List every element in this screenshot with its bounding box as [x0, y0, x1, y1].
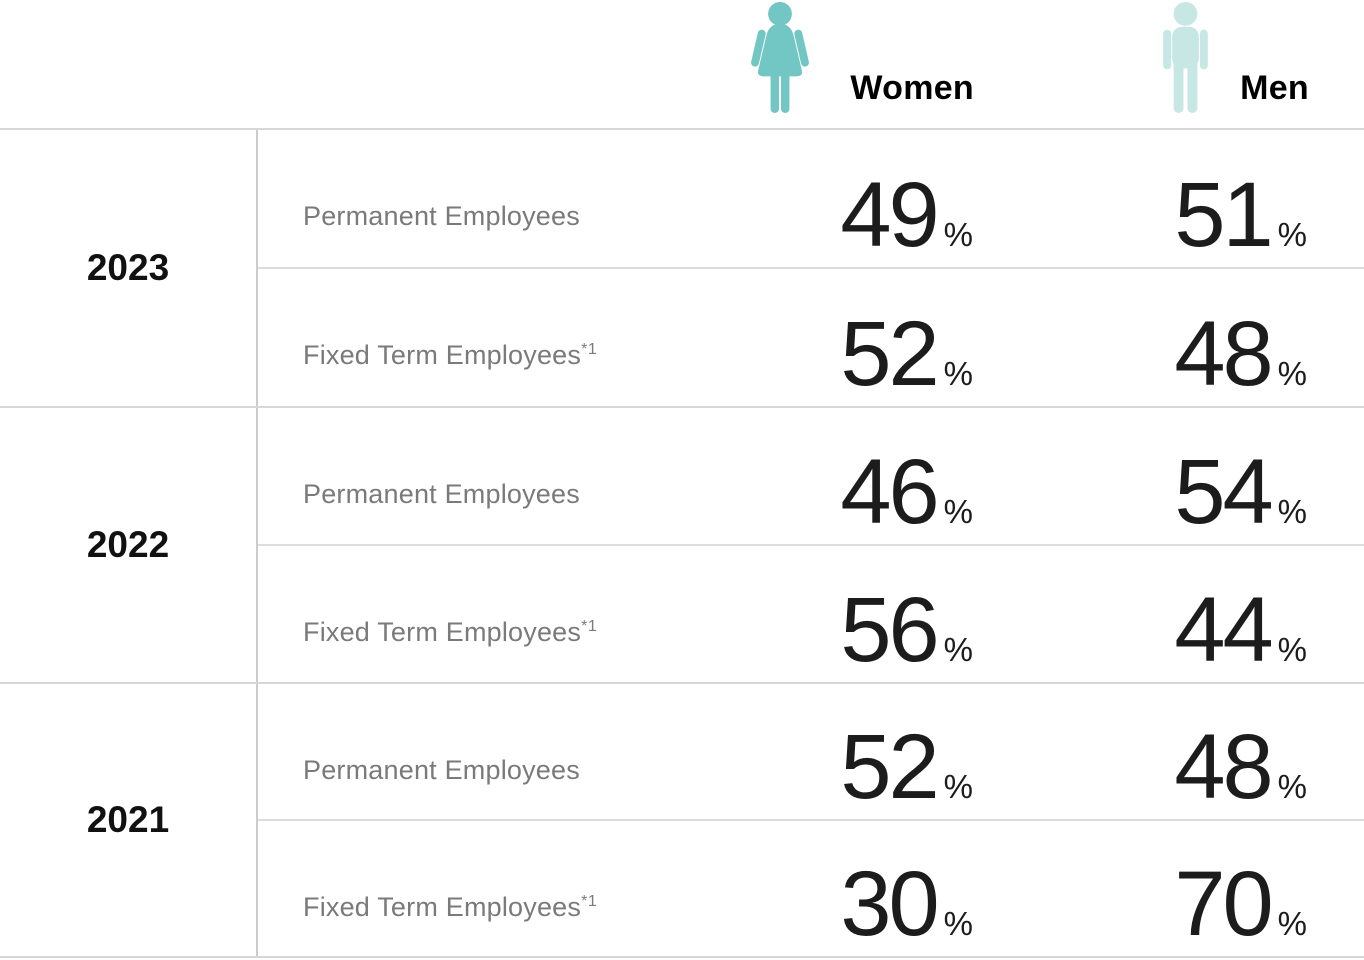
row-label: Permanent Employees	[303, 479, 580, 510]
table-row: Fixed Term Employees*1 56% 44%	[258, 544, 1364, 682]
percent-sign: %	[1277, 905, 1307, 942]
year-rows: Permanent Employees 46% 54% Fixed Term E…	[258, 408, 1364, 682]
table-row: Fixed Term Employees*1 52% 48%	[258, 267, 1364, 406]
year-label: 2023	[0, 130, 258, 406]
row-label: Permanent Employees	[303, 755, 580, 786]
year-label: 2021	[0, 684, 258, 956]
year-section-2023: 2023 Permanent Employees 49% 51% Fixed T…	[0, 130, 1364, 406]
percent-sign: %	[943, 493, 973, 530]
row-label: Fixed Term Employees*1	[303, 892, 598, 923]
table-row: Permanent Employees 46% 54%	[258, 408, 1364, 544]
row-label-text: Fixed Term Employees	[303, 892, 582, 922]
row-label-text: Permanent Employees	[303, 755, 580, 785]
women-value: 52%	[840, 716, 973, 818]
row-label: Fixed Term Employees*1	[303, 617, 598, 648]
man-icon	[1163, 2, 1208, 113]
footnote-marker: *1	[581, 341, 598, 358]
year-section-2021: 2021 Permanent Employees 52% 48% Fixed T…	[0, 682, 1364, 958]
men-value: 54%	[1174, 441, 1307, 543]
year-section-2022: 2022 Permanent Employees 46% 54% Fixed T…	[0, 406, 1364, 682]
row-label: Permanent Employees	[303, 201, 580, 232]
percent-sign: %	[943, 905, 973, 942]
table-row: Permanent Employees 52% 48%	[258, 684, 1364, 819]
women-value: 52%	[840, 303, 973, 405]
percent-sign: %	[1277, 631, 1307, 668]
men-value: 51%	[1174, 164, 1307, 266]
men-column-label: Men	[1240, 69, 1309, 107]
percent-sign: %	[943, 631, 973, 668]
table-row: Fixed Term Employees*1 30% 70%	[258, 819, 1364, 956]
percent-sign: %	[1277, 355, 1307, 392]
women-value: 30%	[840, 853, 973, 955]
row-label-text: Fixed Term Employees	[303, 340, 582, 370]
percent-sign: %	[1277, 493, 1307, 530]
year-label: 2022	[0, 408, 258, 682]
table-row: Permanent Employees 49% 51%	[258, 130, 1364, 267]
women-column-label: Women	[850, 69, 974, 107]
woman-icon	[751, 2, 809, 113]
percent-sign: %	[1277, 768, 1307, 805]
row-label-text: Permanent Employees	[303, 479, 580, 509]
percent-sign: %	[943, 768, 973, 805]
women-value: 56%	[840, 579, 973, 681]
footnote-marker: *1	[581, 893, 598, 910]
percent-sign: %	[1277, 216, 1307, 253]
men-value: 44%	[1174, 579, 1307, 681]
men-value: 48%	[1174, 716, 1307, 818]
men-value: 70%	[1174, 853, 1307, 955]
women-value: 49%	[840, 164, 973, 266]
percent-sign: %	[943, 216, 973, 253]
row-label-text: Fixed Term Employees	[303, 617, 582, 647]
year-rows: Permanent Employees 49% 51% Fixed Term E…	[258, 130, 1364, 406]
row-label: Fixed Term Employees*1	[303, 340, 598, 371]
footnote-marker: *1	[581, 618, 598, 635]
percent-sign: %	[943, 355, 973, 392]
men-value: 48%	[1174, 303, 1307, 405]
year-rows: Permanent Employees 52% 48% Fixed Term E…	[258, 684, 1364, 956]
row-label-text: Permanent Employees	[303, 201, 580, 231]
women-value: 46%	[840, 441, 973, 543]
table-header: Women Men	[0, 0, 1364, 130]
